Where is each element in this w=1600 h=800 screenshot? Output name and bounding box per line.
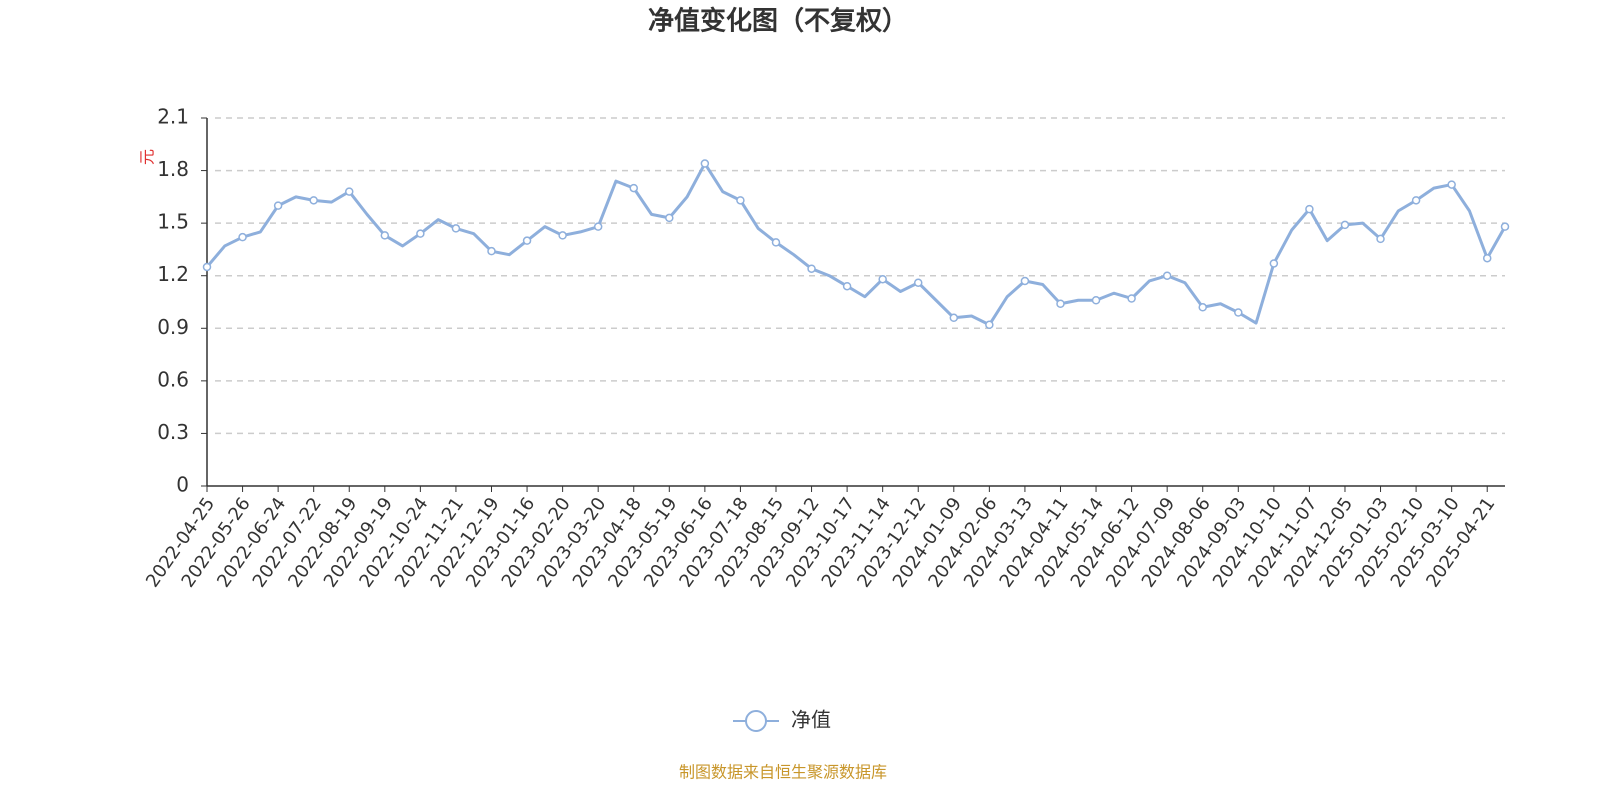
point xyxy=(665,213,674,223)
point xyxy=(558,231,567,240)
legend-marker xyxy=(745,710,767,732)
y-tick-label: 0 xyxy=(176,473,189,497)
point xyxy=(842,281,852,291)
point xyxy=(913,278,923,287)
point xyxy=(1447,180,1456,189)
y-tick-label: 2.1 xyxy=(157,105,189,129)
line-series xyxy=(205,162,1507,327)
point xyxy=(1127,294,1136,303)
point xyxy=(1305,204,1314,214)
point xyxy=(309,196,318,205)
point xyxy=(416,229,425,238)
point xyxy=(238,232,247,242)
point xyxy=(878,274,887,284)
y-tick-label: 1.2 xyxy=(157,262,189,286)
y-tick-label: 0.3 xyxy=(157,420,189,444)
y-tick-label: 0.9 xyxy=(157,315,189,339)
point xyxy=(1091,295,1101,305)
point xyxy=(949,313,959,323)
point xyxy=(1198,303,1207,312)
point xyxy=(487,246,496,256)
point xyxy=(1269,259,1279,268)
y-tick-label: 1.8 xyxy=(157,157,189,181)
point xyxy=(807,264,816,273)
point xyxy=(1162,271,1172,280)
point xyxy=(1482,253,1492,263)
point xyxy=(700,159,710,168)
point xyxy=(771,238,781,247)
point xyxy=(522,236,532,245)
point xyxy=(344,187,354,196)
point xyxy=(202,262,212,272)
point xyxy=(629,183,638,193)
source-note: 制图数据来自恒生聚源数据库 xyxy=(679,763,887,782)
point xyxy=(273,201,283,210)
y-axis-label: 元 xyxy=(138,149,157,165)
chart-title: 净值变化图（不复权） xyxy=(648,6,908,37)
point xyxy=(985,320,994,330)
point xyxy=(1020,276,1030,286)
point xyxy=(380,231,390,240)
point xyxy=(1500,222,1510,231)
point xyxy=(1234,308,1243,317)
legend-label: 净值 xyxy=(791,708,831,732)
y-tick-label: 0.6 xyxy=(157,367,189,391)
point xyxy=(593,222,603,231)
point xyxy=(1376,234,1385,244)
point xyxy=(736,196,745,205)
point xyxy=(451,224,461,233)
y-tick-label: 1.5 xyxy=(157,210,189,234)
point xyxy=(1340,220,1350,230)
point xyxy=(1411,196,1421,205)
point xyxy=(1056,299,1065,309)
